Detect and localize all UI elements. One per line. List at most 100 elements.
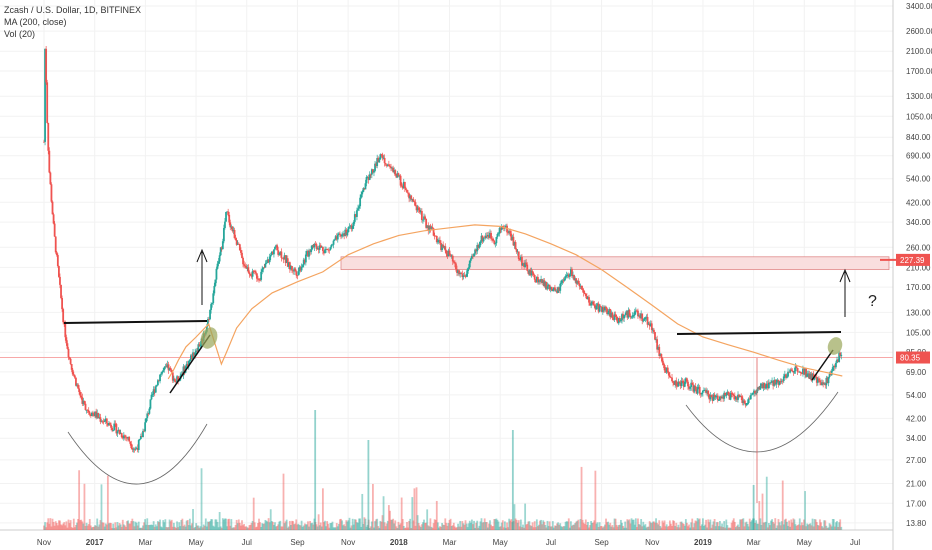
- volume-bar: [213, 526, 216, 530]
- volume-bar: [426, 509, 429, 530]
- volume-bar: [799, 525, 802, 530]
- volume-bar: [612, 527, 615, 530]
- candle-body: [237, 243, 240, 245]
- candle-body: [211, 303, 214, 305]
- candle-body: [533, 275, 536, 280]
- candle-body: [245, 265, 248, 269]
- volume-bar: [166, 527, 169, 530]
- candle-body: [649, 323, 652, 327]
- candle-body: [290, 266, 292, 270]
- candle-body: [392, 167, 395, 173]
- volume-bar: [770, 520, 772, 530]
- volume-bar: [427, 525, 430, 530]
- volume-bar: [398, 524, 401, 530]
- volume-bar: [370, 521, 373, 530]
- volume-bar: [329, 523, 332, 530]
- candle-body: [747, 398, 750, 403]
- candle-body: [517, 251, 520, 260]
- time-tick-label: 2019: [694, 538, 712, 547]
- candle-body: [802, 368, 804, 374]
- volume-bar: [422, 522, 424, 530]
- volume-bar: [468, 520, 471, 530]
- candle-body: [524, 262, 527, 267]
- candle-body: [142, 430, 144, 438]
- candle-body: [222, 227, 225, 242]
- candle-body: [753, 390, 755, 393]
- volume-bar: [60, 524, 62, 530]
- volume-bar: [605, 518, 607, 530]
- volume-bar: [724, 527, 727, 530]
- candle-body: [381, 154, 384, 158]
- volume-bar: [319, 522, 322, 530]
- candle-body: [112, 430, 115, 431]
- volume-bar: [732, 518, 735, 530]
- candle-body: [279, 251, 282, 255]
- candle-body: [76, 384, 78, 386]
- candle-body: [765, 383, 768, 388]
- candle-body: [456, 269, 458, 273]
- volume-bar: [696, 518, 699, 530]
- candle-body: [605, 306, 607, 309]
- volume-bar: [541, 524, 544, 530]
- volume-bar: [335, 523, 338, 530]
- candle-body: [161, 371, 164, 374]
- candle-body: [132, 448, 135, 450]
- price-tick-label: 13.80: [906, 519, 927, 528]
- volume-bar: [50, 526, 53, 530]
- volume-bar: [754, 522, 756, 530]
- candle-body: [744, 403, 747, 406]
- volume-bar: [363, 517, 366, 530]
- candle-body: [187, 361, 190, 367]
- volume-bar: [821, 526, 824, 530]
- volume-bar: [95, 525, 98, 530]
- volume-bar: [86, 525, 89, 530]
- candle-body: [602, 307, 605, 311]
- volume-bar: [716, 522, 719, 530]
- candle-body: [59, 276, 61, 285]
- volume-bar: [337, 523, 340, 530]
- candle-body: [475, 249, 478, 252]
- candle-body: [723, 392, 726, 399]
- price-tick-label: 260.00: [906, 243, 931, 252]
- volume-bar: [269, 509, 272, 530]
- price-axis: 3400.002600.002100.001700.001300.001050.…: [880, 2, 932, 528]
- volume-bar: [435, 500, 438, 530]
- volume-bar: [65, 521, 68, 530]
- candle-body: [120, 433, 123, 438]
- volume-bar: [547, 525, 550, 530]
- candle-body: [255, 273, 258, 279]
- volume-bar: [360, 526, 363, 530]
- candle-body: [523, 263, 525, 267]
- candle-body: [654, 332, 656, 340]
- candle-body: [764, 387, 767, 389]
- volume-bar: [172, 522, 175, 530]
- volume-bar: [391, 519, 393, 530]
- volume-bar: [490, 524, 492, 530]
- candle-body: [463, 275, 466, 277]
- candle-body: [668, 375, 671, 378]
- volume-bar: [195, 523, 198, 530]
- candle-body: [51, 201, 54, 215]
- candle-body: [428, 225, 431, 231]
- candle-body: [294, 268, 297, 272]
- volume-bar: [629, 523, 632, 530]
- candle-body: [734, 397, 737, 400]
- volume-bar: [429, 518, 432, 530]
- volume-bar: [244, 526, 247, 530]
- candle-body: [799, 371, 802, 374]
- candle-body: [333, 239, 336, 241]
- time-tick-label: May: [797, 538, 812, 547]
- candle-body: [450, 255, 453, 257]
- volume-bar: [573, 524, 575, 530]
- candle-body: [379, 154, 382, 160]
- volume-bar: [390, 519, 392, 530]
- candle-body: [136, 448, 139, 450]
- volume-bar: [597, 526, 600, 530]
- volume-bar: [477, 527, 480, 530]
- candle-body: [174, 378, 176, 382]
- candle-body: [672, 381, 674, 383]
- time-tick-label: Nov: [645, 538, 659, 547]
- volume-bar: [825, 525, 828, 530]
- candle-body: [158, 380, 160, 382]
